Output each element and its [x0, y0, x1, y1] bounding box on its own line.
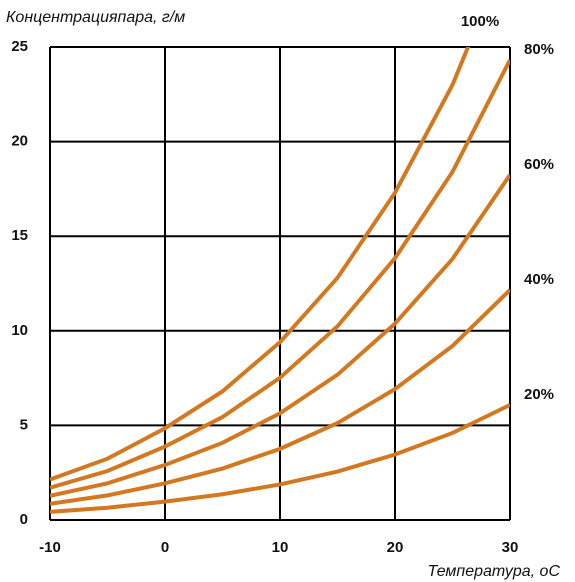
y-tick-label: 20	[11, 133, 28, 150]
x-axis-label: Температура, оС	[427, 563, 560, 580]
series-line	[50, 403, 510, 514]
y-tick-label: 10	[11, 322, 28, 339]
y-tick-label: 15	[11, 227, 28, 244]
x-tick-label: -10	[39, 539, 61, 556]
series-label: 20%	[524, 386, 554, 403]
y-tick-label: 5	[20, 416, 28, 433]
x-tick-label: 10	[272, 539, 289, 556]
x-tick-label: 20	[387, 539, 404, 556]
series-line	[50, 173, 510, 498]
series-label: 100%	[461, 13, 499, 30]
series-label: 60%	[524, 156, 554, 173]
x-tick-label: 30	[502, 539, 519, 556]
series-line	[50, 288, 510, 506]
y-tick-label: 0	[20, 511, 28, 528]
y-tick-label: 25	[11, 38, 28, 55]
series-line	[50, 47, 471, 482]
series-label: 80%	[524, 41, 554, 58]
x-tick-label: 0	[161, 539, 169, 556]
series-line	[50, 58, 510, 490]
series-label: 40%	[524, 271, 554, 288]
chart-title: Концентрацияпара, г/м	[6, 9, 185, 26]
